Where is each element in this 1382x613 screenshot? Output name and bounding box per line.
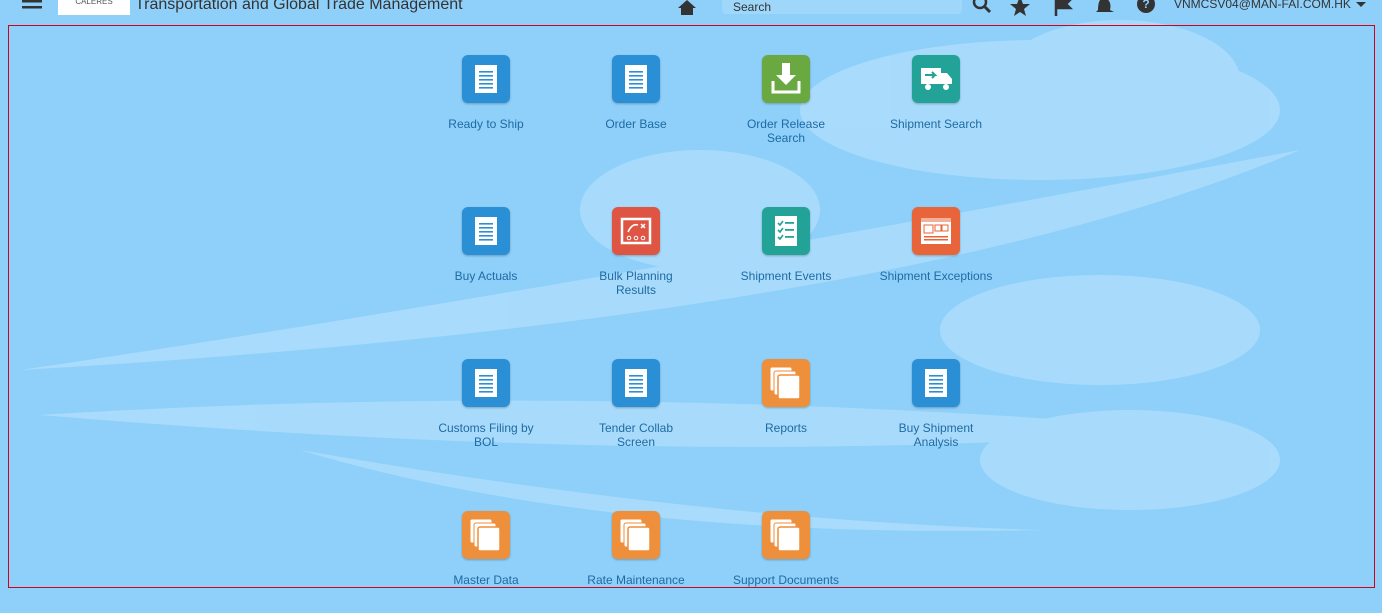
tile-label[interactable]: Rate Maintenance — [587, 573, 685, 587]
tile-label[interactable]: Shipment Exceptions — [879, 269, 993, 283]
icon-glyph — [619, 518, 651, 552]
tile-label[interactable]: Order Release Search — [746, 117, 826, 145]
tile-label[interactable]: Shipment Search — [889, 117, 983, 131]
app-tile[interactable]: Master Data — [421, 511, 551, 587]
app-tile[interactable]: Shipment Exceptions — [871, 207, 1001, 283]
search-box[interactable]: Search — [722, 0, 962, 14]
tile-label[interactable]: Customs Filing by BOL — [438, 421, 534, 449]
tile-icon[interactable] — [612, 511, 660, 559]
app-tile[interactable]: Support Documents — [721, 511, 851, 587]
tile-label[interactable]: Master Data — [453, 573, 519, 587]
selection-frame — [8, 25, 1375, 588]
tile-label[interactable]: Support Documents — [732, 573, 840, 587]
app-tile[interactable]: Ready to Ship — [421, 55, 551, 131]
svg-text:?: ? — [1142, 0, 1149, 11]
tile-icon[interactable] — [462, 359, 510, 407]
tile-icon[interactable] — [612, 359, 660, 407]
icon-glyph — [475, 65, 497, 93]
tile-label[interactable]: Order Base — [605, 117, 667, 131]
tile-icon[interactable] — [912, 55, 960, 103]
icon-glyph — [769, 518, 801, 552]
tile-icon[interactable] — [912, 207, 960, 255]
tile-label[interactable]: Ready to Ship — [448, 117, 524, 131]
tile-icon[interactable] — [762, 55, 810, 103]
icon-glyph — [771, 63, 801, 94]
tile-icon[interactable] — [612, 55, 660, 103]
tile-icon[interactable] — [612, 207, 660, 255]
tile-label[interactable]: Reports — [764, 421, 808, 435]
app-tile[interactable]: Customs Filing by BOL — [421, 359, 551, 449]
app-tile[interactable]: Order Release Search — [721, 55, 851, 145]
icon-glyph — [921, 218, 951, 244]
user-menu[interactable]: VNMCSV04@MAN-FAI.COM.HK — [1174, 0, 1351, 11]
icon-glyph — [921, 68, 952, 90]
tile-label[interactable]: Buy Shipment Analysis — [898, 421, 974, 449]
tile-label[interactable]: Shipment Events — [740, 269, 832, 283]
icon-glyph — [925, 369, 947, 397]
icon-glyph — [469, 518, 501, 552]
icon-glyph — [775, 216, 797, 246]
menu-button[interactable] — [22, 0, 44, 20]
user-menu-caret[interactable] — [1356, 0, 1368, 20]
tile-icon[interactable] — [762, 359, 810, 407]
app-tile[interactable]: Buy Actuals — [421, 207, 551, 283]
icon-glyph — [625, 369, 647, 397]
icon-glyph — [625, 65, 647, 93]
home-button[interactable] — [677, 0, 697, 20]
icon-glyph — [620, 217, 652, 245]
logo[interactable]: CALERES — [58, 0, 130, 15]
tile-label[interactable]: Buy Actuals — [454, 269, 518, 283]
icon-glyph — [475, 369, 497, 397]
header-icons: ? — [972, 0, 1155, 16]
icon-glyph — [769, 366, 801, 400]
app-tile[interactable]: Shipment Events — [721, 207, 851, 283]
app-tile[interactable]: Shipment Search — [871, 55, 1001, 131]
tile-label[interactable]: Bulk Planning Results — [599, 269, 673, 297]
tile-icon[interactable] — [462, 511, 510, 559]
tile-icon[interactable] — [462, 55, 510, 103]
tile-icon[interactable] — [762, 207, 810, 255]
app-tile[interactable]: Rate Maintenance — [571, 511, 701, 587]
app-tile[interactable]: Reports — [721, 359, 851, 435]
tile-icon[interactable] — [762, 511, 810, 559]
app-tile[interactable]: Order Base — [571, 55, 701, 131]
tile-label[interactable]: Tender Collab Screen — [598, 421, 674, 449]
app-title: Transportation and Global Trade Manageme… — [135, 0, 463, 13]
tile-icon[interactable] — [462, 207, 510, 255]
tile-icon[interactable] — [912, 359, 960, 407]
icon-glyph — [475, 217, 497, 245]
app-tile[interactable]: Tender Collab Screen — [571, 359, 701, 449]
app-tile[interactable]: Buy Shipment Analysis — [871, 359, 1001, 449]
app-tile[interactable]: Bulk Planning Results — [571, 207, 701, 297]
